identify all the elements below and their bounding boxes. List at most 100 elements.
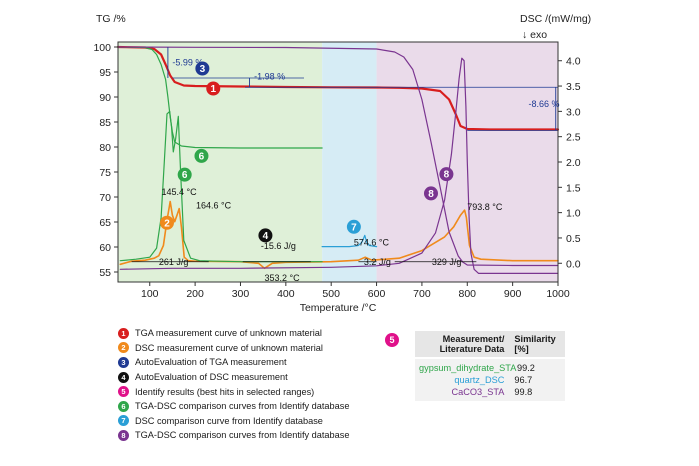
badge-4-label-4: 4: [263, 231, 269, 242]
x-tick-label-9: 900: [504, 288, 522, 300]
y-right-tick-label-5: 2.0: [566, 157, 581, 169]
legend-item-8: 8 TGA-DSC comparison curves from Identify…: [118, 428, 388, 443]
y-left-tick-label-9: 60: [99, 242, 111, 254]
badge-6-circle-6: [177, 167, 192, 182]
x-tick-label-6: 600: [368, 288, 386, 300]
annotation-3: -8.66 %: [529, 99, 560, 109]
legend-text-5: Identify results (best hits in selected …: [135, 386, 315, 397]
legend-item-3: 3 AutoEvaluation of TGA measurement: [118, 355, 388, 370]
y-right-tick-label-8: 0.5: [566, 233, 581, 245]
background-range-2: [322, 42, 377, 282]
y-right-tick-label-9: 0.0: [566, 258, 581, 270]
legend-badge-1: 1: [118, 327, 129, 339]
x-tick-label-4: 400: [277, 288, 295, 300]
background-range-1: [118, 42, 323, 282]
similarity-value: 96.7: [514, 375, 533, 385]
header-reference-line2: Literature Data: [439, 344, 505, 354]
badge-7-label-7: 7: [351, 222, 357, 233]
x-tick-label-5: 500: [322, 288, 340, 300]
exo-label: ↓ exo: [522, 29, 547, 41]
legend-text-7: DSC comparison curve from Identify datab…: [135, 415, 323, 426]
similarity-badge: 5: [385, 333, 399, 347]
legend-badge-2: 2: [118, 342, 129, 354]
similarity-reference: CaCO3_STA: [451, 387, 505, 397]
legend-badge-3: 3: [118, 356, 129, 368]
legend-item-7: 7 DSC comparison curve from Identify data…: [118, 414, 388, 429]
similarity-row-1: gypsum_dihydrate_STA 99.2: [419, 362, 561, 374]
similarity-table: Measurement/ Literature Data Similarity …: [415, 331, 565, 401]
legend-item-5: 5 Identify results (best hits in selected…: [118, 384, 388, 399]
badge-7-circle-7: [346, 219, 361, 234]
badge-8-label-9: 8: [428, 189, 434, 200]
header-reference-line1: Measurement/: [442, 334, 505, 344]
annotation-12: 793.8 °C: [467, 202, 503, 212]
similarity-reference: gypsum_dihydrate_STA: [419, 363, 517, 373]
badge-8-circle-8: [439, 167, 454, 182]
y-right-tick-label-6: 1.5: [566, 182, 581, 194]
y-left-tick-label-4: 85: [99, 117, 111, 129]
y-left-tick-label-3: 90: [99, 92, 111, 104]
legend-badge-7: 7: [118, 415, 129, 427]
badge-6-label-5: 6: [199, 151, 205, 162]
x-tick-label-1: 100: [141, 288, 159, 300]
header-similarity: Similarity [%]: [504, 334, 561, 354]
similarity-value: 99.8: [514, 387, 533, 397]
similarity-header: Measurement/ Literature Data Similarity …: [415, 331, 565, 357]
annotation-10: 3.2 J/g: [364, 257, 391, 267]
badge-3-label-3: 3: [200, 64, 206, 75]
similarity-row-3: CaCO3_STA 99.8: [419, 386, 561, 398]
annotation-11: 329 J/g: [432, 257, 462, 267]
annotation-7: -15.6 J/g: [261, 241, 296, 251]
x-tick-label-7: 700: [413, 288, 431, 300]
legend-text-4: AutoEvaluation of DSC measurement: [135, 372, 288, 383]
y-left-tick-label-2: 95: [99, 67, 111, 79]
y-left-tick-label-8: 65: [99, 217, 111, 229]
legend-item-2: 2 DSC measurement curve of unknown materi…: [118, 341, 388, 356]
y-right-tick-label-7: 1.0: [566, 208, 581, 220]
y-left-tick-label-1: 100: [93, 42, 111, 54]
sta-chart: 100 200 300 400 500 600 700 800 900 1000100959085…: [93, 13, 591, 314]
badge-4-circle-4: [258, 228, 273, 243]
badge-8-circle-9: [423, 186, 438, 201]
header-similarity-line1: Similarity: [514, 334, 556, 344]
x-tick-label-3: 300: [232, 288, 250, 300]
x-tick-label-8: 800: [459, 288, 477, 300]
legend-badge-6: 6: [118, 400, 129, 412]
badge-6-circle-5: [194, 148, 209, 163]
annotation-9: 574.6 °C: [354, 238, 390, 248]
legend-text-1: TGA measurement curve of unknown materia…: [135, 328, 322, 339]
legend-text-6: TGA-DSC comparison curves from Identify …: [135, 401, 350, 412]
badge-1-label-1: 1: [210, 84, 216, 95]
similarity-body: gypsum_dihydrate_STA 99.2 quartz_DSC 96.7 Ca…: [415, 359, 565, 401]
y-right-axis-label: DSC /(mW/mg): [520, 13, 591, 25]
legend-item-6: 6 TGA-DSC comparison curves from Identify…: [118, 399, 388, 414]
y-right-tick-label-4: 2.5: [566, 132, 581, 144]
similarity-row-2: quartz_DSC 96.7: [419, 374, 561, 386]
series-dsc-gypsum-ref: [119, 110, 323, 263]
annotation-4: 145.4 °C: [162, 187, 198, 197]
legend-item-1: 1 TGA measurement curve of unknown materi…: [118, 326, 388, 341]
badge-6-label-6: 6: [182, 170, 188, 181]
annotation-5: 164.6 °C: [196, 201, 232, 211]
header-reference: Measurement/ Literature Data: [419, 334, 505, 354]
series-dsc-quartz-ref: [321, 234, 378, 248]
badge-1-circle-1: [206, 81, 221, 96]
y-right-tick-label-3: 3.0: [566, 106, 581, 118]
header-similarity-line2: [%]: [514, 344, 529, 354]
badge-2-label-2: 2: [164, 218, 170, 229]
y-left-axis-label: TG /%: [96, 13, 126, 25]
legend-badge-5: 5: [118, 386, 129, 398]
legend-text-8: TGA-DSC comparison curves from Identify …: [135, 430, 350, 441]
badge-8-label-8: 8: [444, 170, 450, 181]
y-left-tick-label-5: 80: [99, 142, 111, 154]
y-left-tick-label-10: 55: [99, 267, 111, 279]
annotation-8: 353.2 °C: [265, 273, 301, 283]
similarity-value: 99.2: [517, 363, 535, 373]
x-axis-label: Temperature /°C: [300, 302, 377, 314]
annotation-1: -5.99 %: [172, 58, 203, 68]
legend-text-2: DSC measurement curve of unknown materia…: [135, 342, 323, 353]
badge-3-circle-3: [195, 61, 210, 76]
y-right-tick-label-2: 3.5: [566, 81, 581, 93]
legend-item-4: 4 AutoEvaluation of DSC measurement: [118, 370, 388, 385]
x-tick-label-2: 200: [186, 288, 204, 300]
